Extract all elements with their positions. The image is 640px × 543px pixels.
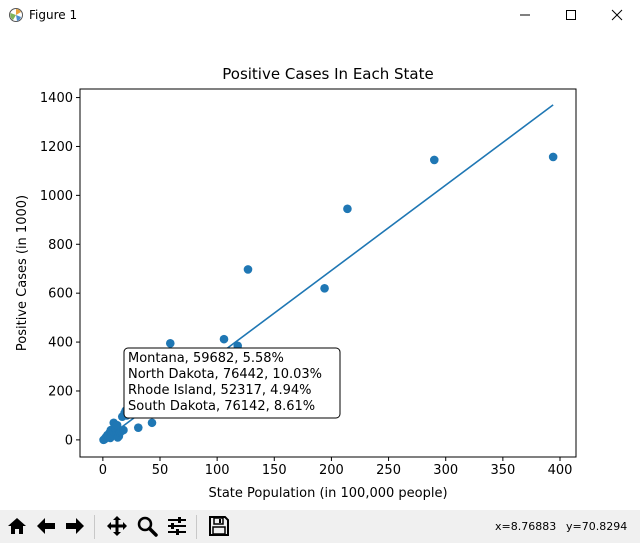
- x-axis-ticks: 0 50 100 150 200 250 300 350 400: [99, 457, 573, 478]
- y-tick-label: 600: [48, 287, 73, 302]
- data-point: [133, 423, 143, 432]
- minimize-button[interactable]: [502, 0, 548, 30]
- plot-canvas[interactable]: Positive Cases In Each State 0 50 100 150 20…: [0, 30, 640, 510]
- annotation-box: Montana, 59682, 5.58% North Dakota, 7644…: [123, 347, 341, 419]
- y-tick-label: 200: [48, 384, 73, 399]
- data-point: [119, 425, 128, 435]
- save-icon: [209, 516, 229, 536]
- x-tick-label: 150: [262, 463, 287, 478]
- forward-arrow-icon: [66, 518, 84, 534]
- pan-icon: [107, 516, 127, 536]
- forward-button[interactable]: [62, 513, 88, 539]
- home-icon: [8, 518, 26, 534]
- data-point: [165, 338, 175, 348]
- x-axis-label: State Population (in 100,000 people): [208, 486, 447, 501]
- data-point: [429, 155, 439, 165]
- matplotlib-logo-icon: [9, 8, 23, 22]
- x-tick-label: 350: [490, 463, 515, 478]
- configure-subplots-button[interactable]: [164, 513, 190, 539]
- y-axis-label: Positive Cases (in 1000): [15, 195, 30, 351]
- x-tick-label: 300: [433, 463, 458, 478]
- x-tick-label: 250: [376, 463, 401, 478]
- configure-subplots-icon: [168, 517, 186, 535]
- home-button[interactable]: [4, 513, 30, 539]
- data-point: [548, 152, 558, 162]
- maximize-button[interactable]: [548, 0, 594, 30]
- cursor-x-readout: x=8.76883: [495, 520, 557, 533]
- x-tick-label: 200: [319, 463, 344, 478]
- x-tick-label: 0: [99, 463, 107, 478]
- annotation-line: Montana, 59682, 5.58%: [128, 351, 284, 366]
- data-point: [147, 418, 157, 428]
- x-tick-label: 50: [152, 463, 169, 478]
- annotation-line: North Dakota, 76442, 10.03%: [128, 367, 322, 382]
- data-point: [243, 265, 253, 274]
- close-button[interactable]: [594, 0, 640, 30]
- back-button[interactable]: [33, 513, 59, 539]
- y-tick-label: 1200: [40, 140, 73, 155]
- cursor-y-readout: y=70.8294: [566, 520, 628, 533]
- window-titlebar: Figure 1: [0, 0, 640, 30]
- data-point: [112, 420, 122, 430]
- y-tick-label: 1400: [40, 91, 73, 106]
- save-button[interactable]: [206, 513, 232, 539]
- back-arrow-icon: [37, 518, 55, 534]
- y-tick-label: 800: [48, 238, 73, 253]
- x-tick-label: 400: [548, 463, 573, 478]
- annotation-line: South Dakota, 76142, 8.61%: [128, 399, 315, 414]
- maximize-icon: [566, 10, 576, 20]
- y-tick-label: 1000: [40, 189, 73, 204]
- x-tick-label: 100: [205, 463, 230, 478]
- minimize-icon: [520, 14, 530, 16]
- annotation-line: Rhode Island, 52317, 4.94%: [128, 383, 311, 398]
- toolbar-separator: [94, 515, 95, 539]
- zoom-icon: [137, 516, 158, 537]
- toolbar-separator: [196, 515, 197, 539]
- window-title: Figure 1: [29, 8, 78, 22]
- data-point: [320, 283, 329, 293]
- navigation-toolbar: x=8.76883 y=70.8294: [0, 510, 640, 543]
- pan-button[interactable]: [104, 513, 130, 539]
- data-point: [219, 334, 229, 344]
- close-icon: [611, 9, 623, 21]
- y-axis-ticks: 0 200 400 600 800 1000 1200 1400: [40, 91, 80, 448]
- y-tick-label: 0: [65, 433, 73, 448]
- y-tick-label: 400: [48, 336, 73, 351]
- chart-title: Positive Cases In Each State: [222, 65, 433, 83]
- data-point: [343, 204, 352, 214]
- zoom-button[interactable]: [134, 513, 160, 539]
